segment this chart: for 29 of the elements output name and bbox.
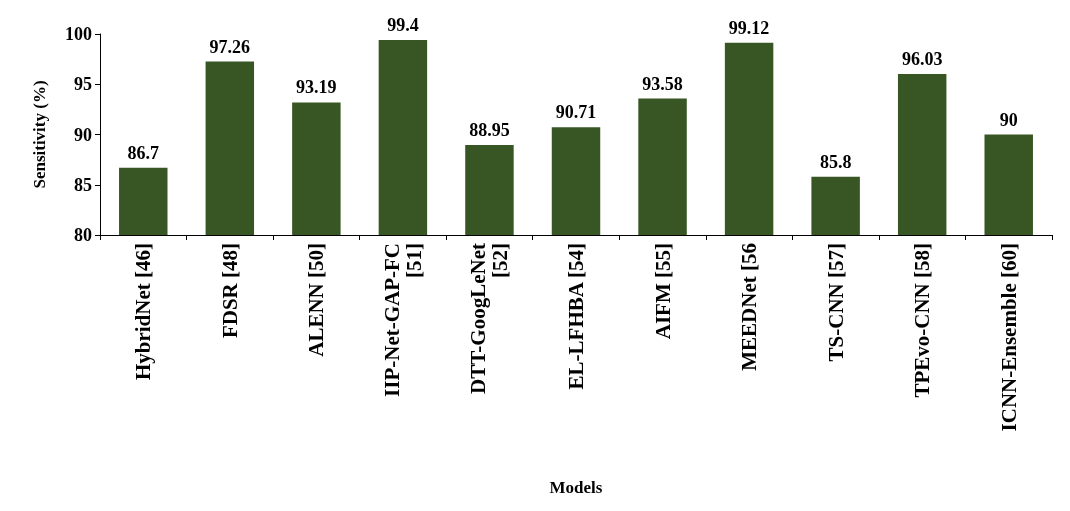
x-tick-label: ICNN-Ensemble [60] [996, 243, 1021, 432]
data-label: 86.7 [127, 142, 160, 163]
x-tick-label: FDSR [48] [217, 243, 242, 339]
y-tick-label: 85 [74, 174, 92, 195]
y-axis-title: Sensitivity (%) [30, 80, 49, 189]
x-tick-label: IIP-Net-GAP-FC [51] [379, 243, 426, 397]
x-tick-label: DTT-GoogLeNet [52] [466, 243, 513, 394]
x-tick-label: MEEDNet [56 [737, 243, 762, 371]
x-tick-label: AIFM [55] [650, 243, 675, 340]
data-label: 99.12 [728, 17, 770, 38]
data-label: 85.8 [819, 151, 852, 172]
data-label: 93.19 [296, 77, 337, 98]
y-tick-label: 95 [74, 74, 92, 95]
x-tick-label: ALENN [50] [304, 243, 329, 357]
y-tick-label: 80 [74, 225, 92, 245]
x-tick-label: TS-CNN [57] [823, 243, 848, 362]
data-label: 96.03 [901, 48, 943, 69]
data-label: 90 [999, 109, 1018, 130]
x-axis-title: Models [549, 478, 603, 497]
data-label: 97.26 [209, 36, 251, 57]
x-tick-label: HybridNet [46] [131, 243, 156, 381]
y-tick-label: 90 [74, 124, 92, 145]
y-tick-label: 100 [65, 24, 92, 44]
data-label: 99.4 [387, 15, 419, 36]
x-tick-label: EL-LFHBA [54] [564, 243, 588, 390]
data-label: 90.71 [555, 102, 597, 123]
data-label: 88.95 [469, 120, 510, 141]
data-label: 93.58 [642, 73, 683, 94]
x-tick-label: TPEvo-CNN [58] [910, 243, 935, 398]
